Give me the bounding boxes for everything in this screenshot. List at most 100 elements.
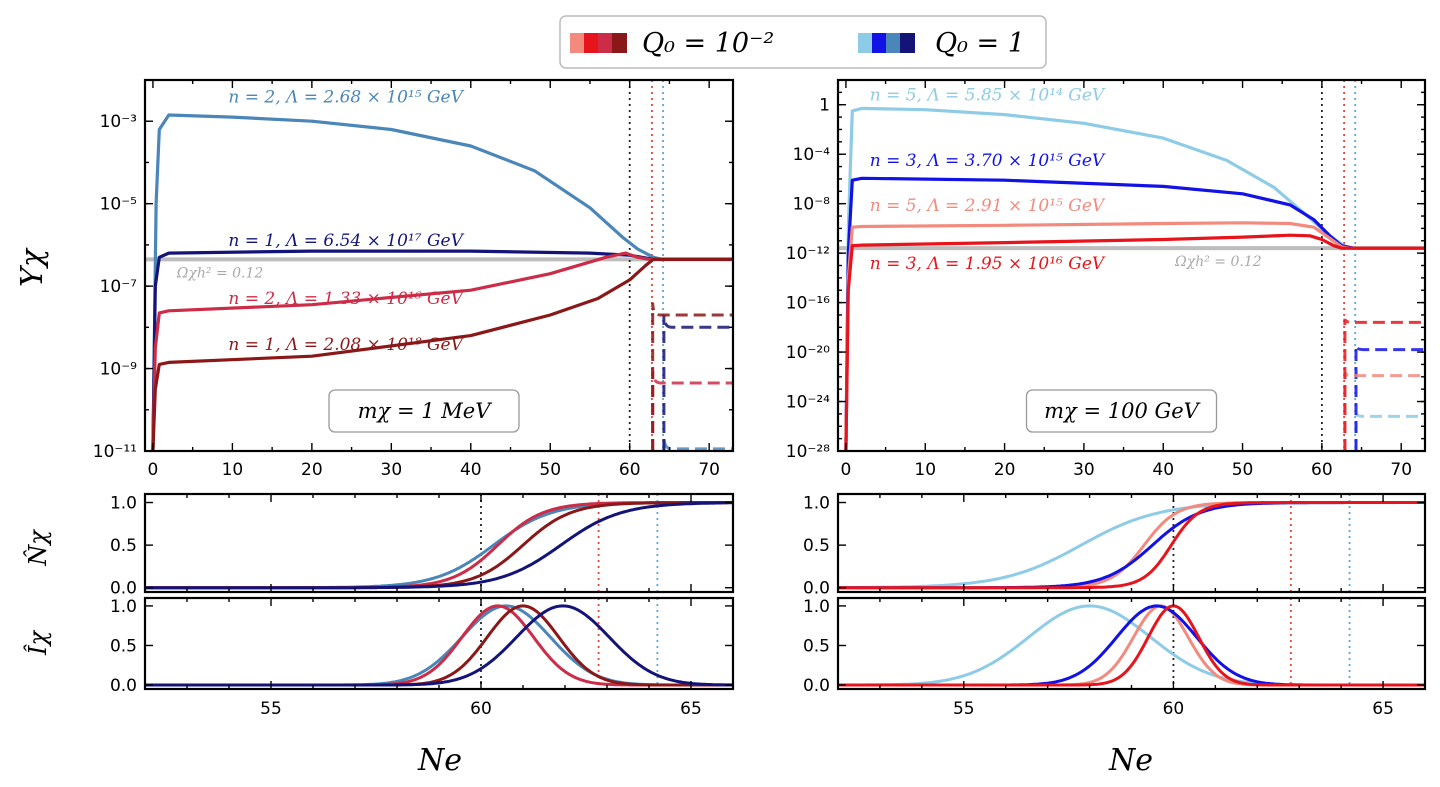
y-tick-label: 0.5 xyxy=(803,536,830,556)
x-label-right: Ne xyxy=(1108,743,1153,778)
axes-frame xyxy=(143,596,735,691)
y-tick-label: 10⁻²⁰ xyxy=(786,343,830,363)
x-tick-label: 65 xyxy=(680,699,702,719)
x-tick-label: 40 xyxy=(1152,460,1174,480)
x-tick-label: 60 xyxy=(470,699,492,719)
series-label: n = 3, Λ = 1.95 × 10¹⁶ GeV xyxy=(870,254,1106,274)
x-tick-label: 20 xyxy=(301,460,323,480)
series-line xyxy=(151,257,733,451)
y-label-n: N̂χ xyxy=(24,529,52,567)
series-line xyxy=(145,501,733,590)
y-tick-label: 10⁻¹⁶ xyxy=(786,294,830,314)
x-tick-label: 0 xyxy=(841,460,852,480)
x-tick-label: 55 xyxy=(260,699,282,719)
series-label: n = 1, Λ = 6.54 × 10¹⁷ GeV xyxy=(228,231,464,251)
series-label: n = 3, Λ = 3.70 × 10¹⁵ GeV xyxy=(870,151,1106,171)
series-line xyxy=(838,604,1425,687)
legend-swatch-red xyxy=(612,33,627,53)
series-line xyxy=(145,604,733,687)
series-label: n = 2, Λ = 2.68 × 10¹⁵ GeV xyxy=(228,88,464,108)
axes-frame xyxy=(143,78,735,453)
y-tick-label: 10⁻³ xyxy=(100,112,137,132)
x-tick-label: 20 xyxy=(994,460,1016,480)
panel-right-top: n = 5, Λ = 5.85 × 10¹⁴ GeV n = 3, Λ = 3.7… xyxy=(786,78,1427,480)
legend-swatch-red xyxy=(570,33,585,53)
y-tick-label: 0.5 xyxy=(110,536,137,556)
y-tick-label: 0.5 xyxy=(110,636,137,656)
series-line xyxy=(838,501,1425,590)
x-tick-label: 70 xyxy=(698,460,720,480)
y-tick-label: 1.0 xyxy=(110,597,137,617)
y-tick-label: 1 xyxy=(819,96,830,116)
x-tick-label: 30 xyxy=(1073,460,1095,480)
legend-q-one: Q₀ = 1 xyxy=(935,28,1025,59)
plot-area xyxy=(145,80,733,451)
relic-label: Ωχh² = 0.12 xyxy=(176,265,264,281)
x-tick-label: 70 xyxy=(1390,460,1412,480)
plot-area xyxy=(838,80,1425,451)
series-line xyxy=(145,604,734,687)
legend: Q₀ = 10⁻² Q₀ = 1 xyxy=(559,15,1047,69)
legend-swatch-blue xyxy=(900,33,915,53)
series-label: n = 1, Λ = 2.08 × 10¹⁸ GeV xyxy=(228,335,464,355)
series-dashed xyxy=(1354,412,1425,451)
series-dashed xyxy=(1354,345,1425,451)
x-tick-label: 0 xyxy=(148,460,159,480)
x-tick-label: 65 xyxy=(1372,699,1394,719)
y-tick-label: 10⁻¹¹ xyxy=(93,442,137,462)
series-line xyxy=(844,233,1425,451)
y-tick-label: 0.0 xyxy=(110,579,137,599)
y-tick-label: 0.0 xyxy=(803,676,830,696)
y-tick-label: 10⁻⁹ xyxy=(100,360,138,380)
mass-label-box xyxy=(328,389,520,433)
x-tick-label: 60 xyxy=(1311,460,1333,480)
panel-left-i: 0.0 0.5 1.0 55 60 65 xyxy=(110,596,735,719)
x-tick-label: 10 xyxy=(222,460,244,480)
x-label-left: Ne xyxy=(417,743,462,778)
panel-left-n: 0.0 0.5 1.0 xyxy=(110,492,735,599)
panel-right-n: 0.0 0.5 1.0 xyxy=(803,492,1427,599)
legend-q-small: Q₀ = 10⁻² xyxy=(642,28,774,59)
x-tick-label: 60 xyxy=(1163,699,1185,719)
series-line xyxy=(838,501,1425,590)
x-tick-label: 55 xyxy=(953,699,975,719)
y-label-i: Îχ xyxy=(23,630,52,656)
legend-swatch-red xyxy=(584,33,599,53)
x-tick-label: 50 xyxy=(1232,460,1254,480)
series-label: n = 5, Λ = 2.91 × 10¹⁵ GeV xyxy=(870,196,1106,216)
series-dashed xyxy=(651,302,733,451)
series-dashed xyxy=(1343,318,1425,451)
series-line xyxy=(838,501,1425,590)
y-label-top: Yχ xyxy=(15,247,50,287)
y-tick-label: 10⁻²⁸ xyxy=(786,442,830,462)
y-tick-label: 10⁻⁴ xyxy=(793,145,831,165)
panel-left-top: n = 2, Λ = 2.68 × 10¹⁵ GeV n = 1, Λ = 6.5… xyxy=(93,78,735,480)
y-tick-label: 10⁻¹² xyxy=(786,244,830,264)
series-line xyxy=(838,604,1425,687)
legend-swatch-red xyxy=(598,33,613,53)
series-dashed xyxy=(662,436,733,451)
y-tick-label: 10⁻⁸ xyxy=(793,195,831,215)
series-line xyxy=(151,251,733,451)
x-tick-label: 60 xyxy=(619,460,641,480)
series-line xyxy=(145,501,733,590)
series-line xyxy=(838,501,1425,590)
legend-swatch-blue xyxy=(872,33,887,53)
y-tick-label: 10⁻²⁴ xyxy=(786,393,830,413)
mass-label: mχ = 1 MeV xyxy=(358,399,493,423)
series-label: n = 5, Λ = 5.85 × 10¹⁴ GeV xyxy=(870,85,1106,105)
y-tick-label: 0.0 xyxy=(803,579,830,599)
series-line xyxy=(145,604,733,687)
series-line xyxy=(151,113,733,451)
x-tick-label: 10 xyxy=(914,460,936,480)
series-line xyxy=(145,604,733,687)
panel-right-i: 0.0 0.5 1.0 55 60 65 xyxy=(803,596,1427,719)
legend-swatch-blue xyxy=(886,33,901,53)
y-tick-label: 1.0 xyxy=(803,597,830,617)
legend-swatch-blue xyxy=(858,33,873,53)
series-line xyxy=(838,604,1425,687)
relic-label: Ωχh² = 0.12 xyxy=(1174,254,1262,270)
y-tick-label: 0.5 xyxy=(803,636,830,656)
y-tick-label: 1.0 xyxy=(110,494,137,514)
